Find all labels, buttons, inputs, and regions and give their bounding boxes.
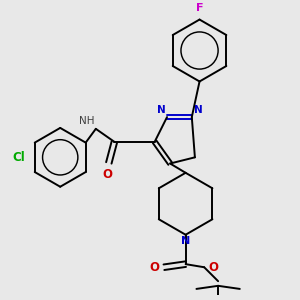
Text: O: O: [102, 169, 112, 182]
Text: N: N: [181, 236, 190, 246]
Text: Cl: Cl: [13, 151, 25, 164]
Text: O: O: [208, 261, 218, 274]
Text: F: F: [196, 3, 203, 14]
Text: N: N: [157, 105, 166, 115]
Text: N: N: [194, 105, 203, 115]
Text: NH: NH: [80, 116, 95, 126]
Text: O: O: [149, 261, 159, 274]
